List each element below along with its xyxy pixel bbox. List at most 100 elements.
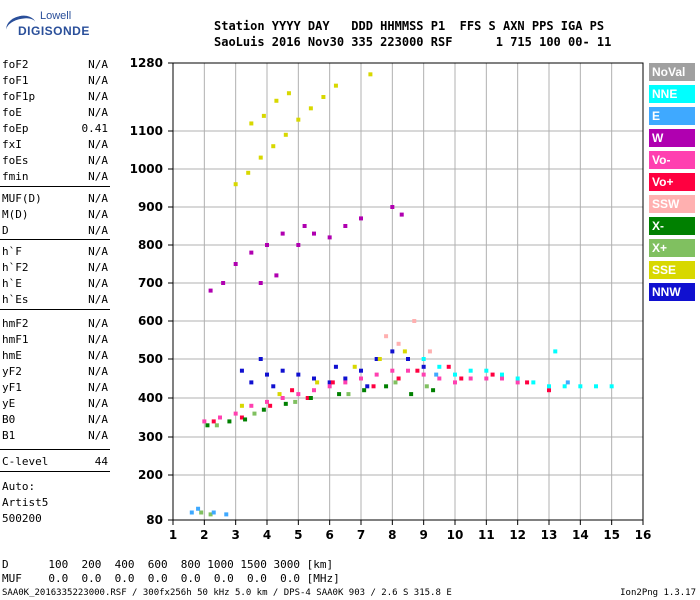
param-divider: [0, 471, 110, 472]
data-point: [343, 224, 348, 228]
param-row-fof1: foF1 N/A: [2, 74, 108, 90]
param-row-yf1: yF1 N/A: [2, 381, 108, 397]
logo-line1: Lowell: [40, 10, 72, 22]
param-name: yF2: [2, 365, 22, 378]
param-value: 44: [94, 455, 108, 468]
param-divider: [0, 239, 110, 240]
data-point: [374, 357, 379, 361]
data-point: [406, 357, 410, 361]
y-tick-label: 500: [138, 352, 163, 366]
data-point: [390, 349, 395, 354]
param-row-fof2: foF2 N/A: [2, 58, 108, 74]
data-point: [280, 396, 285, 400]
data-point: [293, 399, 298, 404]
data-point: [214, 423, 219, 428]
param-value: N/A: [88, 429, 108, 442]
param-row-fxi: fxI N/A: [2, 138, 108, 154]
data-point: [468, 376, 473, 381]
auto-line3: 500200: [2, 512, 42, 525]
header-row1: Station YYYY DAY DDD HHMMSS P1 FFS S AXN…: [214, 19, 605, 33]
data-point: [261, 113, 266, 118]
param-row-hmf2: hmF2 N/A: [2, 317, 108, 333]
data-point: [459, 376, 464, 381]
x-tick-label: 7: [357, 528, 365, 542]
y-tick-label: 600: [138, 314, 163, 328]
param-name: foF1p: [2, 90, 36, 103]
y-tick-label: 80: [146, 513, 163, 527]
data-point: [208, 512, 213, 517]
param-row-h-f: h`F N/A: [2, 245, 108, 261]
param-row-b0: B0 N/A: [2, 413, 108, 429]
x-tick-label: 11: [478, 528, 495, 542]
param-row-d: D N/A: [2, 224, 108, 240]
data-point: [453, 372, 457, 377]
param-name: C-level: [2, 455, 49, 468]
data-point: [249, 250, 254, 255]
data-point: [252, 411, 257, 416]
param-row-h-es: h`Es N/A: [2, 293, 108, 309]
legend-item-x-: X+: [649, 239, 695, 257]
param-divider: [0, 449, 110, 450]
data-point: [424, 384, 429, 389]
x-tick-label: 1: [169, 528, 177, 542]
data-point: [553, 349, 558, 354]
param-row-foe: foE N/A: [2, 106, 108, 122]
data-point: [359, 376, 363, 381]
data-point: [258, 357, 263, 361]
param-value: N/A: [88, 106, 108, 119]
data-point: [384, 384, 389, 389]
data-point: [271, 144, 276, 149]
file-info: SAA0K_2016335223000.RSF / 300fx256h 50 k…: [2, 588, 452, 598]
data-point: [205, 423, 210, 428]
data-point: [261, 407, 266, 412]
data-point: [578, 384, 583, 389]
data-point: [446, 364, 451, 369]
data-point: [211, 510, 216, 515]
data-point: [277, 392, 282, 397]
data-point: [224, 512, 229, 517]
data-point: [265, 372, 269, 377]
param-name: foEp: [2, 122, 29, 135]
param-value: N/A: [88, 317, 108, 330]
legend-item-ssw: SSW: [649, 195, 695, 213]
legend-item-w: W: [649, 129, 695, 147]
data-point: [233, 182, 238, 187]
x-tick-label: 14: [572, 528, 589, 542]
x-tick-label: 2: [200, 528, 208, 542]
data-point: [515, 376, 520, 381]
param-row-hme: hmE N/A: [2, 349, 108, 365]
x-tick-label: 8: [388, 528, 396, 542]
param-name: foEs: [2, 154, 29, 167]
param-value: N/A: [88, 365, 108, 378]
x-tick-label: 10: [447, 528, 464, 542]
param-name: yE: [2, 397, 16, 410]
version-info: Ion2Png 1.3.17: [620, 588, 696, 598]
data-point: [208, 288, 213, 293]
y-tick-label: 1280: [130, 56, 163, 70]
x-tick-label: 12: [509, 528, 526, 542]
data-point: [258, 281, 263, 285]
data-point: [296, 372, 301, 377]
data-point: [305, 396, 310, 400]
data-point: [484, 376, 489, 381]
data-point: [531, 380, 536, 385]
data-point: [280, 231, 285, 236]
data-point: [274, 98, 279, 103]
param-value: N/A: [88, 333, 108, 346]
data-point: [271, 384, 276, 389]
data-point: [500, 376, 504, 381]
data-point: [343, 380, 348, 385]
auto-line1: Auto:: [2, 480, 36, 493]
param-name: B1: [2, 429, 16, 442]
data-point: [327, 235, 332, 240]
data-point: [315, 380, 320, 385]
param-row-foep: foEp 0.41: [2, 122, 108, 138]
legend-item-vo-: Vo-: [649, 151, 695, 169]
data-point: [515, 380, 520, 385]
data-point: [409, 392, 414, 397]
data-point: [239, 368, 244, 373]
param-value: N/A: [88, 208, 108, 221]
data-point: [390, 205, 395, 209]
data-point: [239, 403, 244, 408]
y-tick-label: 200: [138, 468, 163, 482]
